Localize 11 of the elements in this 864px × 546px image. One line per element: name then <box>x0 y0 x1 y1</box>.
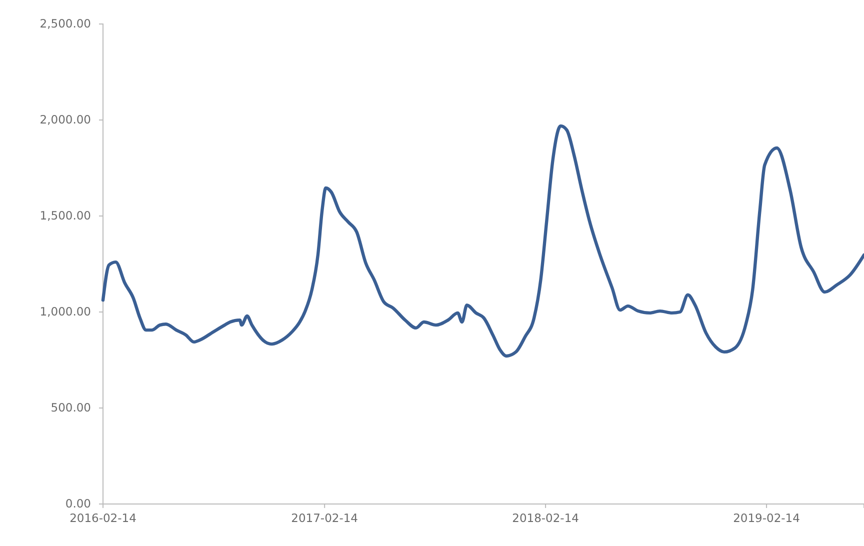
x-tick-label: 2019-02-14 <box>733 511 800 526</box>
x-tick-label: 2017-02-14 <box>291 511 358 526</box>
x-tick-label: 2018-02-14 <box>512 511 579 526</box>
line-series <box>101 124 864 358</box>
y-tick-label: 0.00 <box>65 496 91 511</box>
y-tick-label: 500.00 <box>50 400 91 415</box>
y-tick-label: 1,000.00 <box>40 304 91 319</box>
y-tick-label: 2,500.00 <box>40 16 91 31</box>
x-tick-label: 2016-02-14 <box>70 511 136 526</box>
y-tick-label: 1,500.00 <box>40 208 91 223</box>
y-tick-label: 2,000.00 <box>40 112 91 127</box>
